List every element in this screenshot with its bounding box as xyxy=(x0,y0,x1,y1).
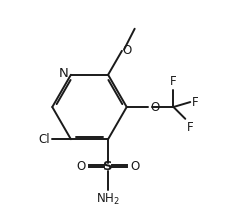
Text: O: O xyxy=(130,159,139,172)
Text: F: F xyxy=(191,95,198,108)
Text: O: O xyxy=(150,101,159,113)
Text: F: F xyxy=(186,120,193,134)
Text: N: N xyxy=(58,67,68,80)
Text: O: O xyxy=(122,44,131,57)
Text: O: O xyxy=(76,159,85,172)
Text: F: F xyxy=(169,75,176,88)
Text: NH$_2$: NH$_2$ xyxy=(96,192,120,208)
Text: S: S xyxy=(103,160,112,173)
Text: Cl: Cl xyxy=(38,133,49,146)
